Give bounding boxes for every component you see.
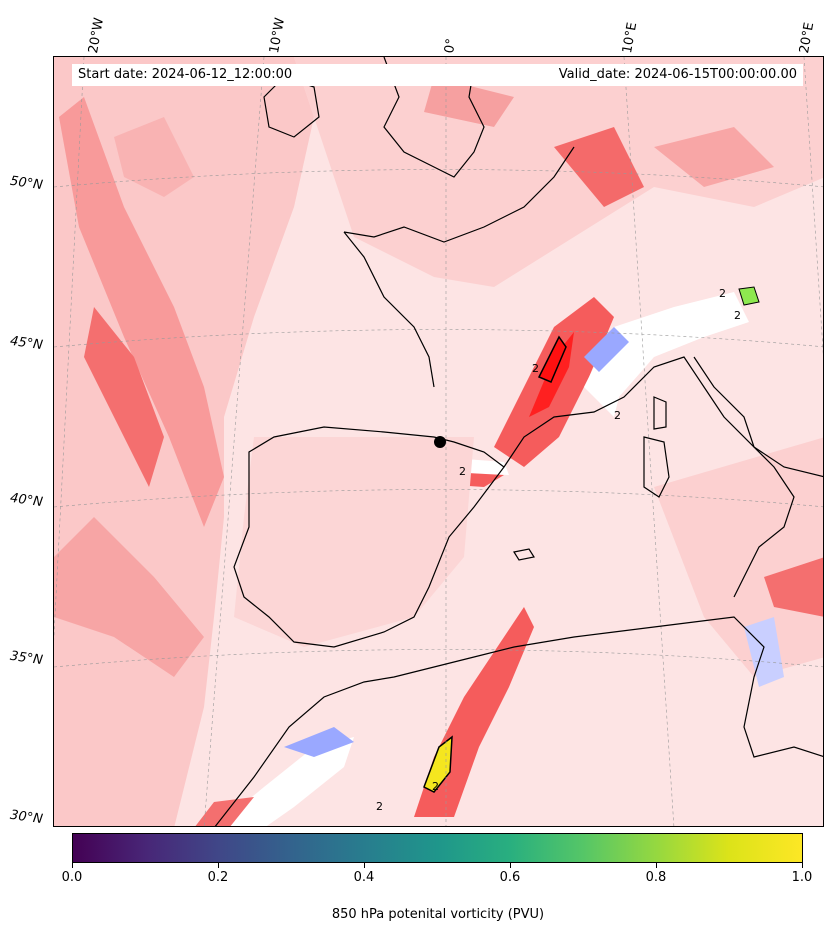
lon-label-10e: 10°E bbox=[620, 21, 641, 55]
colorbar-tick-label: 0.8 bbox=[645, 870, 667, 885]
colorbar-tick bbox=[802, 863, 803, 868]
lat-label-50n: 50°N bbox=[9, 173, 44, 194]
coast-balearic bbox=[513, 548, 535, 561]
colorbar-tick-label: 0.4 bbox=[353, 870, 375, 885]
pv-shade-north bbox=[294, 57, 823, 287]
colorbar-tick bbox=[218, 863, 219, 868]
pv-alps-blue-rim bbox=[584, 327, 629, 372]
coast-corsica bbox=[653, 396, 667, 430]
lon-label-10w: 10°W bbox=[267, 16, 289, 55]
contour-label-3: 2 bbox=[719, 287, 726, 300]
pv-core-contour bbox=[537, 335, 567, 383]
colorbar-tick-label: 1.0 bbox=[791, 870, 813, 885]
pv-dot-biscay bbox=[434, 436, 446, 448]
lon-label-20w: 20°W bbox=[86, 16, 108, 55]
pv-band-atlantic-1 bbox=[59, 97, 224, 527]
map-panel: 2 2 2 2 2 2 2 bbox=[53, 56, 824, 827]
pv-east-red bbox=[764, 557, 823, 617]
contour-label-7: 2 bbox=[459, 465, 466, 478]
lon-label-20e: 20°E bbox=[797, 21, 818, 55]
lat-label-40n: 40°N bbox=[9, 490, 44, 511]
pv-streak-north-3 bbox=[654, 127, 774, 187]
lat-label-30n: 30°N bbox=[9, 807, 44, 828]
coast-britain bbox=[383, 57, 485, 178]
contour-label-6: 2 bbox=[376, 800, 383, 813]
lon-label-0: 0° bbox=[442, 37, 460, 55]
pv-streak-north-2 bbox=[554, 127, 644, 207]
contour-labels: 2 2 2 2 2 2 2 bbox=[376, 287, 741, 813]
colorbar-tick-label: 0.2 bbox=[207, 870, 229, 885]
pv-alps-yellow bbox=[738, 286, 760, 306]
pv-band-atlantic-2 bbox=[84, 307, 164, 487]
coast-france-west bbox=[343, 231, 435, 388]
pv-atlas-blue bbox=[284, 727, 354, 757]
colorbar-tick-label: 0.6 bbox=[499, 870, 521, 885]
colorbar-tick-label: 0.0 bbox=[61, 870, 83, 885]
colorbar-label: 850 hPa potenital vorticity (PVU) bbox=[331, 907, 545, 922]
coast-med-north bbox=[503, 356, 823, 478]
contour-label-4: 2 bbox=[734, 309, 741, 322]
coast-sardinia bbox=[643, 436, 670, 498]
pv-alps-saturated bbox=[584, 292, 749, 417]
pv-east-blue bbox=[744, 617, 784, 687]
colorbar-tick bbox=[364, 863, 365, 868]
coast-africa bbox=[214, 616, 823, 826]
contour-label-5: 2 bbox=[432, 780, 439, 793]
pv-atlas-red bbox=[195, 797, 254, 826]
coast-italy bbox=[693, 356, 795, 598]
pv-field-map: 2 2 2 2 2 2 2 bbox=[54, 57, 823, 826]
info-banner: Start date: 2024-06-12_12:00:00 Valid_da… bbox=[72, 64, 803, 86]
colorbar-tick bbox=[72, 863, 73, 868]
contour-label-2: 2 bbox=[614, 409, 621, 422]
lat-label-35n: 35°N bbox=[9, 648, 44, 669]
pv-africa-yellow bbox=[423, 735, 453, 793]
graticule bbox=[54, 57, 823, 826]
pv-band-atlantic-3 bbox=[54, 517, 204, 677]
pv-atlas-white bbox=[216, 737, 354, 826]
contour-label-1: 2 bbox=[532, 362, 539, 375]
colorbar bbox=[72, 833, 803, 863]
pv-band-atlantic-4 bbox=[114, 117, 194, 197]
lat-label-45n: 45°N bbox=[9, 333, 44, 354]
start-date-label: Start date: 2024-06-12_12:00:00 bbox=[78, 67, 293, 82]
coast-iberia bbox=[233, 426, 505, 648]
colorbar-tick bbox=[656, 863, 657, 868]
valid-date-label: Valid_date: 2024-06-15T00:00:00.00 bbox=[558, 67, 797, 82]
colorbar-tick bbox=[510, 863, 511, 868]
coast-france-north bbox=[343, 146, 575, 243]
pv-streak-north-1 bbox=[424, 77, 514, 127]
